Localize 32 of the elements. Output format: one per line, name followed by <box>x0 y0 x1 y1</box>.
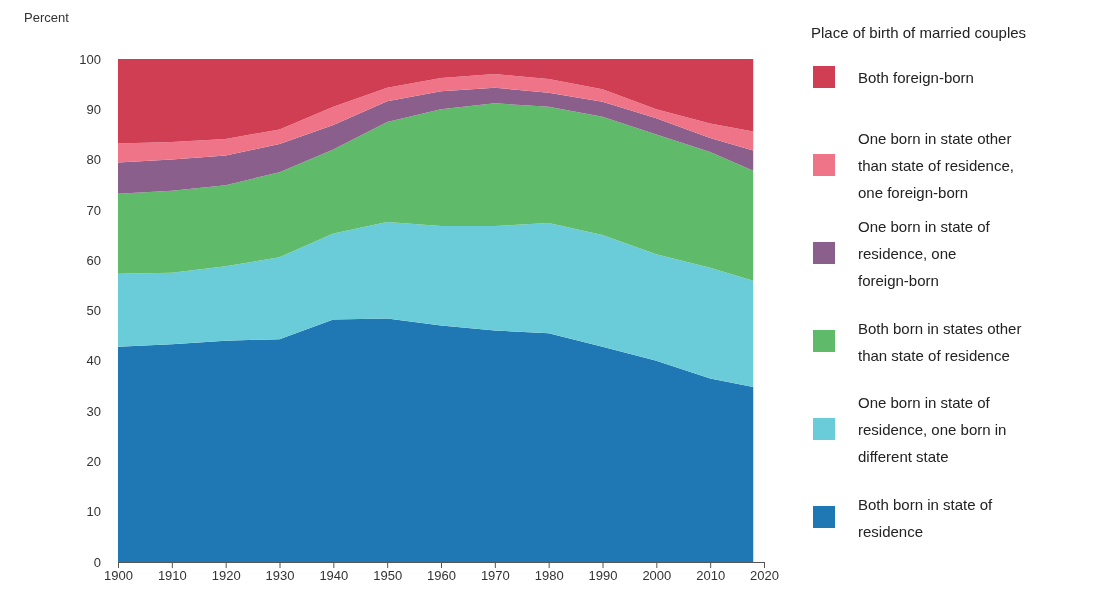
x-tick-label: 1990 <box>588 568 618 584</box>
legend-label: One born in state other than state of residence, one foreign-born <box>858 130 1014 201</box>
legend-label: Both born in state of residence <box>858 495 994 540</box>
x-tick-label: 2010 <box>696 568 726 584</box>
y-tick-label: 60 <box>86 252 101 268</box>
legend-label: One born in state of residence, one born in different state <box>858 394 1007 465</box>
x-tick-label: 1930 <box>265 568 295 584</box>
legend-title: Place of birth of married couples <box>811 24 1027 41</box>
x-tick-label: 2000 <box>642 568 672 584</box>
x-tick-label: 1940 <box>319 568 349 584</box>
y-tick-label: 20 <box>86 454 101 470</box>
y-tick-label: 40 <box>86 353 101 369</box>
x-tick-label: 1910 <box>157 568 187 584</box>
legend-label: Both foreign-born <box>858 69 974 86</box>
y-tick-label: 70 <box>86 202 101 218</box>
y-tick-label: 90 <box>86 101 101 117</box>
x-tick-label: 1920 <box>211 568 241 584</box>
legend-label: Both born in states other than state of residence <box>858 319 1022 364</box>
y-tick-label: 80 <box>86 152 101 168</box>
x-tick-label: 1970 <box>480 568 510 584</box>
x-tick-label: 2020 <box>750 568 779 584</box>
x-tick-label: 1960 <box>427 568 456 584</box>
y-tick-label: 30 <box>86 403 101 419</box>
y-axis-title: Percent <box>24 10 70 25</box>
y-tick-label: 50 <box>86 303 101 319</box>
y-tick-label: 100 <box>79 51 101 67</box>
x-tick-label: 1900 <box>104 568 133 584</box>
y-tick-label: 10 <box>86 504 101 520</box>
legend-label: One born in state of residence, one foreign-born <box>858 218 991 289</box>
x-tick-label: 1950 <box>373 568 403 584</box>
x-tick-label: 1980 <box>534 568 564 584</box>
y-tick-label: 0 <box>93 554 101 570</box>
